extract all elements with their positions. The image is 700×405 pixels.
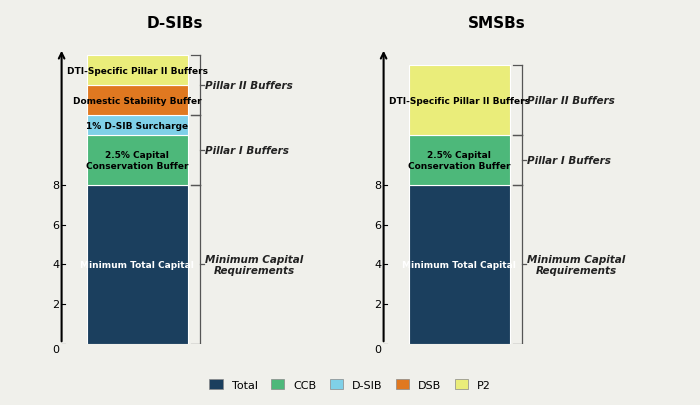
FancyBboxPatch shape [87, 86, 188, 116]
Text: 4: 4 [374, 260, 381, 270]
Text: Minimum Total Capital: Minimum Total Capital [402, 260, 516, 269]
Title: D-SIBs: D-SIBs [147, 16, 203, 31]
Title: SMSBs: SMSBs [468, 16, 526, 31]
FancyBboxPatch shape [409, 185, 510, 344]
Text: 0: 0 [374, 344, 381, 354]
Text: 2.5% Capital
Conservation Buffer: 2.5% Capital Conservation Buffer [408, 151, 510, 170]
Text: 8: 8 [52, 180, 59, 190]
Text: Minimum Capital
Requirements: Minimum Capital Requirements [205, 254, 304, 275]
Text: 1% D-SIB Surcharge: 1% D-SIB Surcharge [86, 122, 188, 130]
FancyBboxPatch shape [87, 56, 188, 86]
Text: DTI-Specific Pillar II Buffers: DTI-Specific Pillar II Buffers [66, 67, 208, 76]
Text: 2: 2 [374, 300, 381, 309]
FancyBboxPatch shape [409, 66, 510, 136]
Text: 2.5% Capital
Conservation Buffer: 2.5% Capital Conservation Buffer [86, 151, 188, 170]
Text: Domestic Stability Buffer: Domestic Stability Buffer [73, 96, 202, 105]
Text: 6: 6 [374, 220, 381, 230]
Text: Minimum Total Capital: Minimum Total Capital [80, 260, 194, 269]
Text: 6: 6 [52, 220, 59, 230]
Text: 2: 2 [52, 300, 59, 309]
Text: 8: 8 [374, 180, 381, 190]
FancyBboxPatch shape [87, 136, 188, 185]
FancyBboxPatch shape [87, 185, 188, 344]
Text: Pillar I Buffers: Pillar I Buffers [527, 156, 611, 166]
FancyBboxPatch shape [409, 136, 510, 185]
Text: 0: 0 [52, 344, 59, 354]
Text: Pillar II Buffers: Pillar II Buffers [205, 81, 293, 91]
Text: 4: 4 [52, 260, 59, 270]
Text: Pillar II Buffers: Pillar II Buffers [527, 96, 615, 106]
Legend: Total, CCB, D-SIB, DSB, P2: Total, CCB, D-SIB, DSB, P2 [204, 374, 496, 395]
FancyBboxPatch shape [87, 116, 188, 136]
Text: Minimum Capital
Requirements: Minimum Capital Requirements [527, 254, 626, 275]
Text: Pillar I Buffers: Pillar I Buffers [205, 146, 289, 156]
Text: DTI-Specific Pillar II Buffers: DTI-Specific Pillar II Buffers [389, 96, 530, 105]
